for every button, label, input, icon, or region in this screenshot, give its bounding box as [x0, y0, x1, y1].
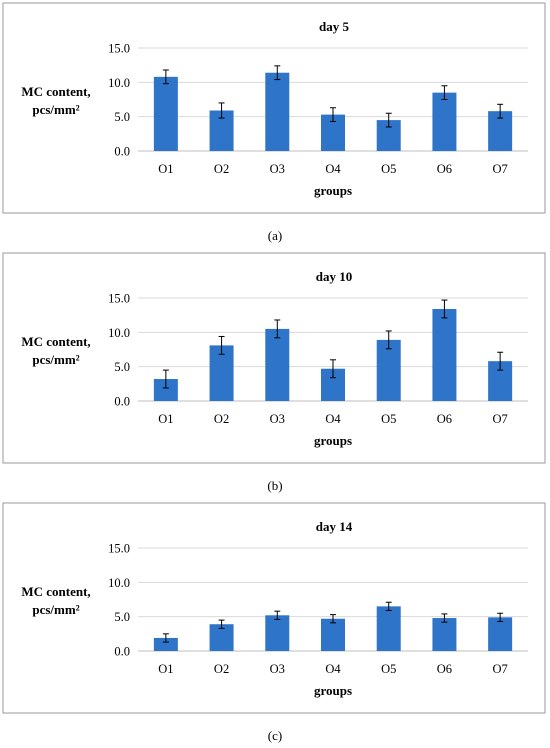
bar: [432, 308, 457, 401]
x-tick-label: O7: [493, 162, 508, 176]
y-axis-title-line2: pcs/mm²: [32, 602, 79, 617]
y-axis-title-line1: MC content,: [21, 84, 90, 99]
x-tick-label: O3: [270, 662, 285, 676]
bar: [265, 72, 290, 151]
x-tick-label: O4: [325, 162, 341, 176]
y-tick-label: 10.0: [108, 576, 130, 590]
y-tick-label: 0.0: [114, 145, 130, 159]
y-tick-label: 0.0: [114, 395, 130, 409]
chart-frame: [2, 502, 546, 714]
chart-title: day 5: [319, 19, 349, 34]
x-tick-label: O5: [381, 412, 396, 426]
chart-panel-b: day 10 MC content, pcs/mm² 0.0 5.0 10.0 15.0 O1…: [0, 250, 550, 500]
chart-a: day 5 MC content, pcs/mm² 0.0 5.0 10.0 15.0 O1 O…: [2, 2, 546, 214]
bar: [376, 339, 401, 401]
y-tick-label: 5.0: [114, 610, 130, 624]
y-tick-label: 10.0: [108, 326, 130, 340]
bar: [488, 617, 513, 651]
chart-b: day 10 MC content, pcs/mm² 0.0 5.0 10.0 15.0 O1…: [2, 252, 546, 464]
bar: [265, 328, 290, 401]
y-tick-label: 5.0: [114, 360, 130, 374]
chart-panel-c: day 14 MC content, pcs/mm² 0.0 5.0 10.0 15.0 O1…: [0, 500, 550, 748]
caption-a: (a): [267, 228, 283, 243]
bar: [153, 76, 178, 151]
x-tick-label: O5: [381, 162, 396, 176]
y-tick-label: 5.0: [114, 110, 130, 124]
x-tick-label: O5: [381, 662, 396, 676]
bar: [432, 92, 457, 151]
bar: [376, 606, 401, 651]
x-axis-title: groups: [314, 433, 352, 448]
bar: [488, 361, 513, 401]
x-tick-label: O2: [214, 162, 229, 176]
chart-title: day 10: [316, 269, 352, 284]
chart-c: day 14 MC content, pcs/mm² 0.0 5.0 10.0 15.0 O1…: [2, 502, 546, 714]
bar: [153, 637, 178, 651]
caption-b: (b): [267, 478, 283, 493]
x-tick-label: O6: [437, 412, 452, 426]
x-tick-label: O4: [325, 662, 341, 676]
chart-title: day 14: [316, 519, 353, 534]
x-axis-title: groups: [314, 183, 352, 198]
chart-panel-a: day 5 MC content, pcs/mm² 0.0 5.0 10.0 15.0 O1 O…: [0, 0, 550, 250]
bar: [321, 618, 345, 651]
x-tick-label: O2: [214, 412, 229, 426]
y-tick-label: 15.0: [108, 42, 130, 56]
bar: [432, 618, 457, 651]
y-axis-title-line2: pcs/mm²: [32, 102, 79, 117]
bar: [265, 615, 290, 651]
y-tick-label: 0.0: [114, 645, 130, 659]
x-tick-label: O4: [325, 412, 341, 426]
x-tick-label: O2: [214, 662, 229, 676]
x-tick-label: O6: [437, 662, 452, 676]
x-tick-label: O3: [270, 412, 285, 426]
x-tick-label: O7: [493, 662, 508, 676]
x-tick-label: O1: [158, 662, 173, 676]
caption-c: (c): [267, 728, 283, 743]
x-tick-label: O1: [158, 162, 173, 176]
x-tick-label: O3: [270, 162, 285, 176]
y-tick-label: 10.0: [108, 76, 130, 90]
bar: [488, 111, 513, 151]
bar: [153, 379, 178, 401]
x-tick-label: O6: [437, 162, 452, 176]
y-axis-title-line1: MC content,: [21, 584, 90, 599]
x-tick-label: O7: [493, 412, 508, 426]
y-tick-label: 15.0: [108, 542, 130, 556]
x-axis-title: groups: [314, 683, 352, 698]
y-axis-title-line1: MC content,: [21, 334, 90, 349]
y-tick-label: 15.0: [108, 292, 130, 306]
y-axis-title-line2: pcs/mm²: [32, 352, 79, 367]
x-tick-label: O1: [158, 412, 173, 426]
